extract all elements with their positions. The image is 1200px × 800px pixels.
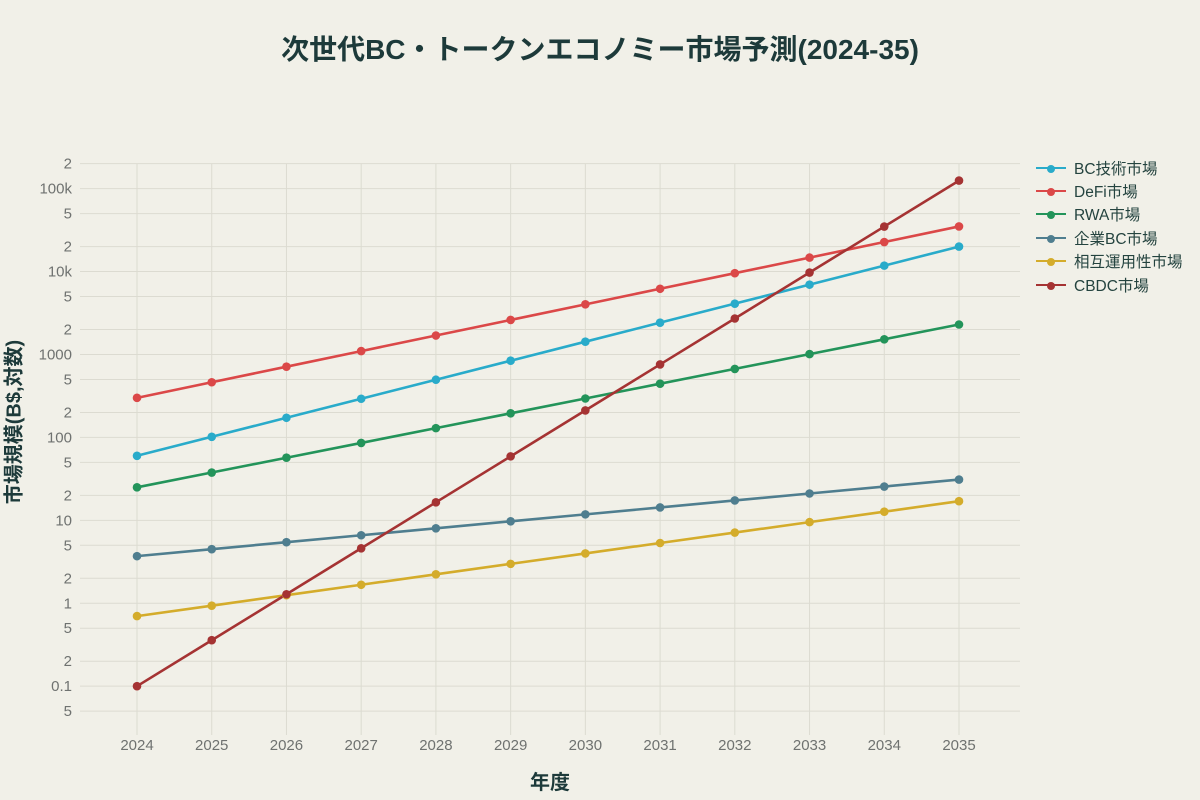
svg-text:2033: 2033	[793, 737, 826, 754]
svg-text:2034: 2034	[868, 737, 901, 754]
svg-text:2029: 2029	[494, 737, 527, 754]
svg-text:5: 5	[64, 703, 72, 720]
svg-text:2026: 2026	[270, 737, 303, 754]
svg-text:2: 2	[64, 156, 72, 173]
svg-text:2: 2	[64, 653, 72, 670]
svg-text:2: 2	[64, 404, 72, 421]
svg-text:2: 2	[64, 322, 72, 339]
svg-text:10: 10	[55, 512, 72, 529]
svg-text:5: 5	[64, 454, 72, 471]
svg-text:2031: 2031	[643, 737, 676, 754]
svg-text:0.1: 0.1	[51, 678, 72, 695]
svg-text:5: 5	[64, 289, 72, 306]
svg-text:2: 2	[64, 570, 72, 587]
svg-text:2024: 2024	[120, 737, 153, 754]
svg-text:5: 5	[64, 537, 72, 554]
svg-text:5: 5	[64, 206, 72, 223]
svg-text:2027: 2027	[344, 737, 377, 754]
svg-text:100: 100	[47, 429, 72, 446]
svg-text:2030: 2030	[569, 737, 602, 754]
svg-text:5: 5	[64, 371, 72, 388]
svg-text:2025: 2025	[195, 737, 228, 754]
svg-text:10k: 10k	[48, 264, 73, 281]
svg-text:1000: 1000	[39, 346, 72, 363]
svg-text:2028: 2028	[419, 737, 452, 754]
svg-text:2: 2	[64, 487, 72, 504]
svg-text:5: 5	[64, 620, 72, 637]
svg-text:100k: 100k	[39, 181, 72, 198]
svg-text:2035: 2035	[942, 737, 975, 754]
svg-text:2032: 2032	[718, 737, 751, 754]
svg-text:1: 1	[64, 595, 72, 612]
svg-text:2: 2	[64, 239, 72, 256]
